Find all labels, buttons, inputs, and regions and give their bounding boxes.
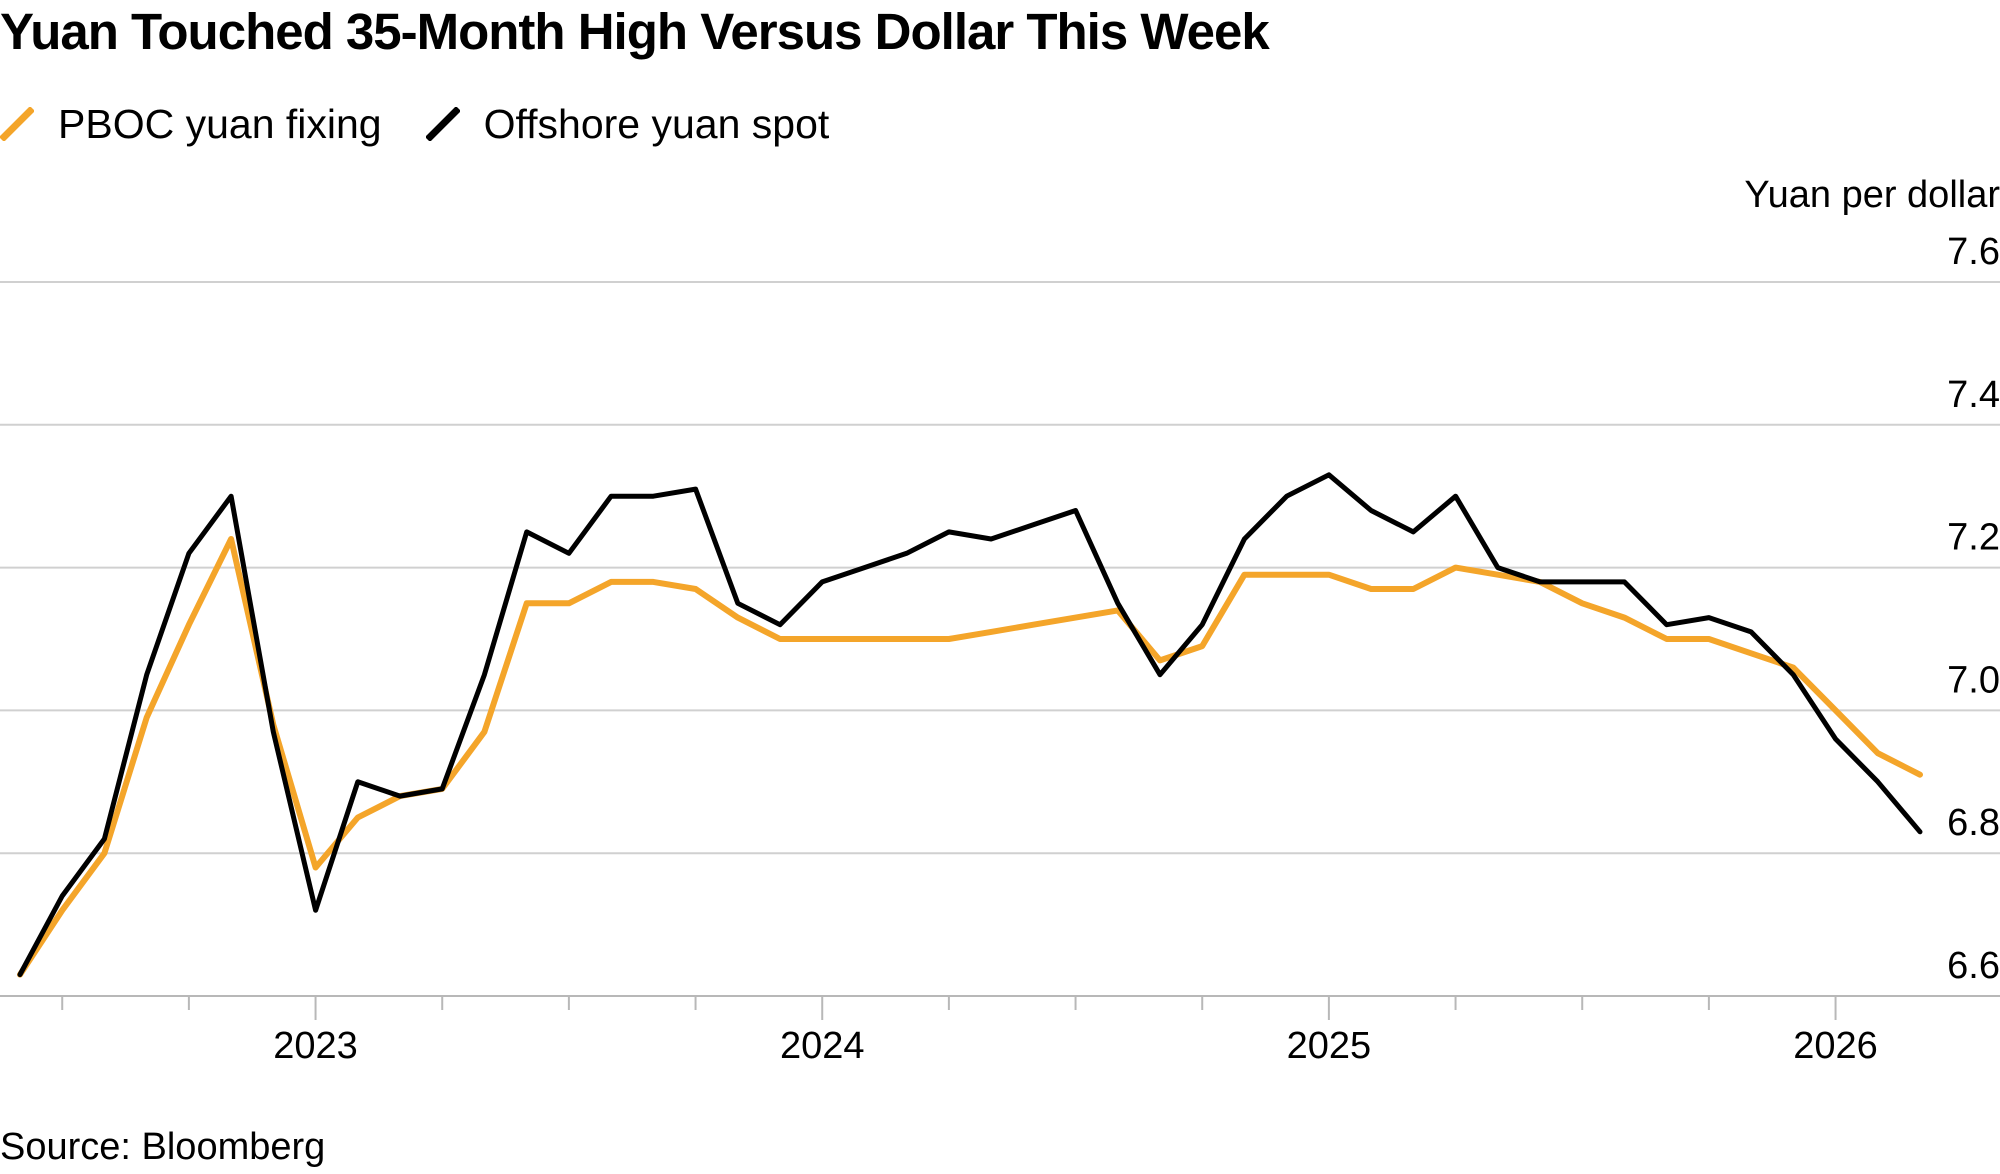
y-axis-ticks: 7.6 7.4 7.2 7.0 6.8 6.6: [1947, 231, 2000, 987]
source-note: Source: Bloomberg: [0, 1126, 326, 1168]
y-tick-label: 6.6: [1947, 945, 2000, 987]
legend: PBOC yuan fixing Offshore yuan spot: [0, 98, 873, 150]
x-tick-label: 2025: [1287, 1025, 1372, 1067]
y-axis-label: Yuan per dollar: [1744, 174, 2000, 216]
legend-swatch-offshore-icon: [425, 107, 460, 141]
series-line-offshore-spot: [17, 472, 1923, 978]
y-tick-label: 7.6: [1947, 231, 2000, 273]
y-tick-label: 7.4: [1947, 374, 2000, 416]
series-lines: [17, 472, 1923, 978]
legend-item-pboc-fixing: PBOC yuan fixing: [0, 101, 382, 148]
y-tick-label: 6.8: [1947, 802, 2000, 844]
x-tick-label: 2023: [273, 1025, 358, 1067]
legend-item-offshore-spot: Offshore yuan spot: [425, 100, 830, 148]
y-tick-label: 7.2: [1947, 517, 2000, 559]
chart-title: Yuan Touched 35-Month High Versus Dollar…: [0, 3, 1270, 60]
legend-label-pboc-fixing: PBOC yuan fixing: [58, 100, 382, 147]
series-line-pboc-fixing: [17, 536, 1923, 978]
legend-label-offshore-spot: Offshore yuan spot: [483, 100, 830, 147]
x-axis: 2023 2024 2025 2026: [61, 996, 1878, 1067]
x-tick-label: 2026: [1793, 1025, 1878, 1067]
x-tick-label: 2024: [780, 1025, 865, 1067]
y-tick-label: 7.0: [1947, 659, 2000, 701]
legend-swatch-pboc-icon: [0, 107, 34, 141]
